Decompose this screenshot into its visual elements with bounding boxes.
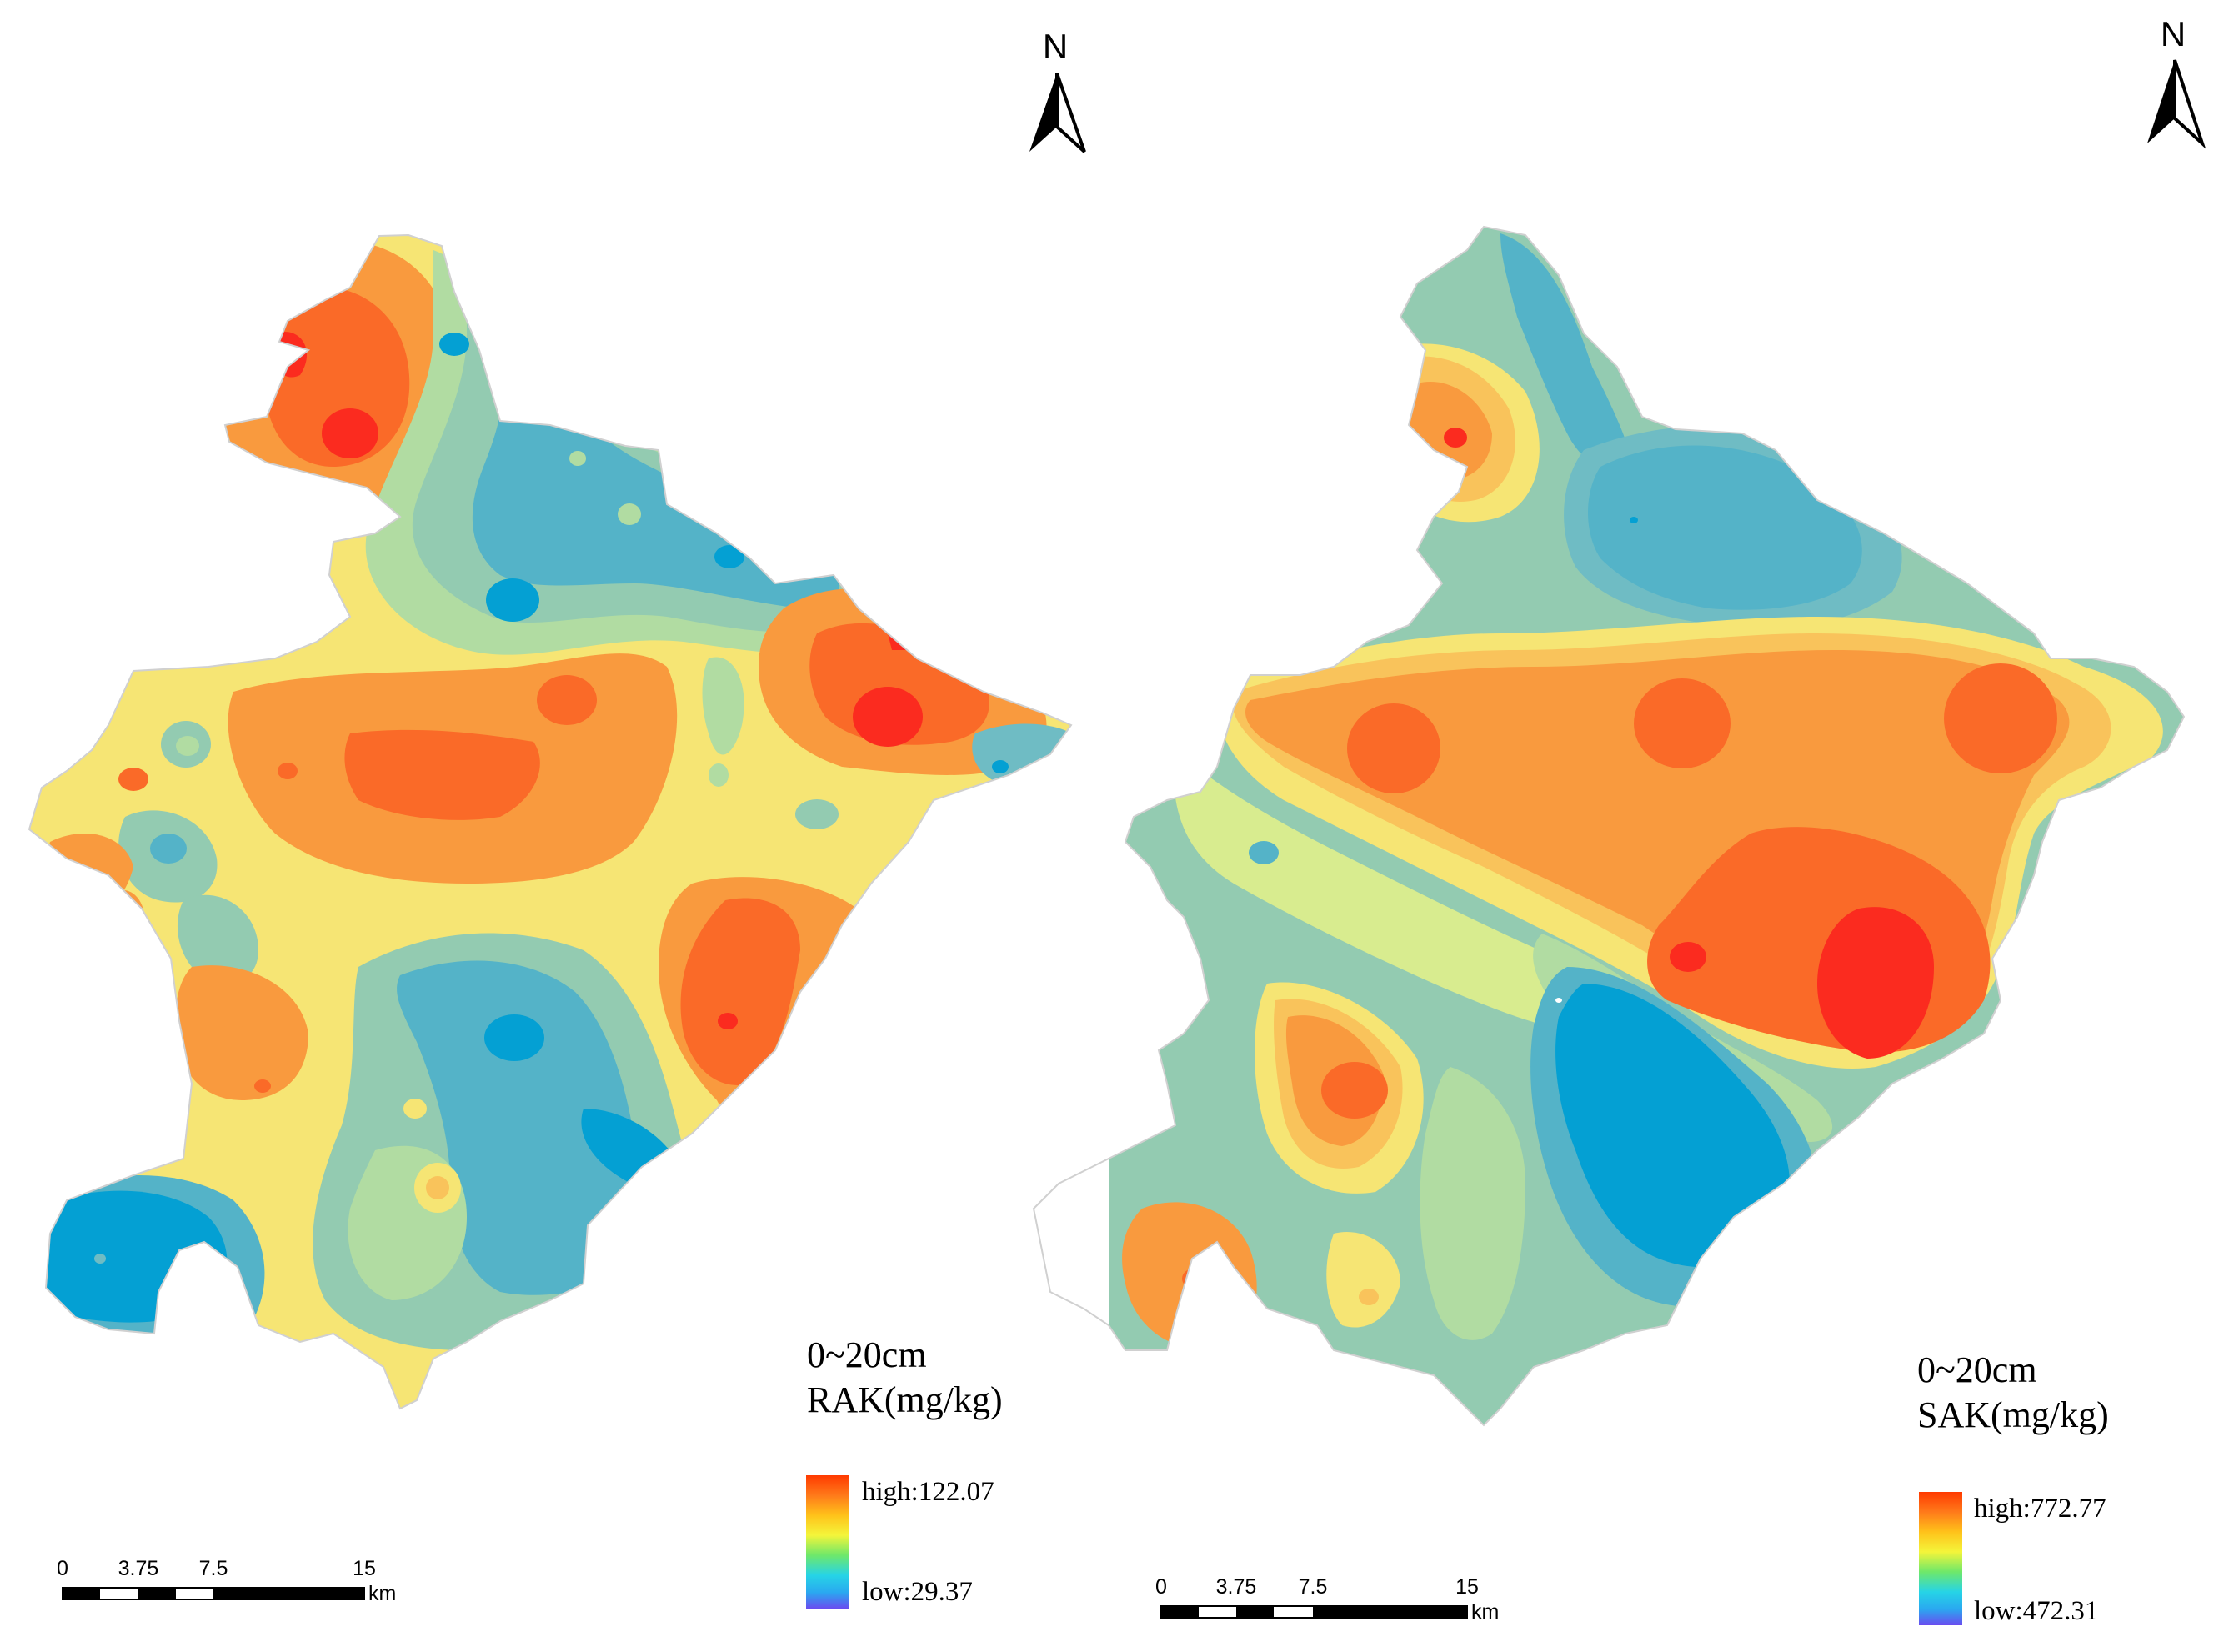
rak-color-ramp [806,1475,849,1609]
sak-variable-label: SAK(mg/kg) [1917,1394,2109,1435]
rak-surface [29,235,1071,1409]
rak-scale-tick-3: 15 [353,1557,376,1580]
rak-north-label: N [1043,27,1068,66]
sak-scale-tick-3: 15 [1455,1575,1479,1599]
sak-legend-low: low:472.31 [1974,1596,2098,1626]
sak-scale-tick-2: 7.5 [1299,1575,1328,1599]
sak-surface [1109,227,2184,1425]
rak-scale-bar: 0 3.75 7.5 15 km [57,1557,396,1605]
sak-color-ramp [1919,1492,1962,1625]
rak-north-arrow: N [1029,27,1086,153]
north-arrow-icon [2147,59,2206,149]
north-arrow-icon [1029,73,1086,153]
sak-scale-tick-1: 3.75 [1216,1575,1257,1599]
sak-map: N 0~20cm SAK(mg/kg) high:772.77 low:472.… [1032,14,2206,1626]
sak-scale-tick-0: 0 [1155,1575,1167,1599]
rak-scale-tick-1: 3.75 [118,1557,159,1580]
rak-map: N 0~20cm RAK(mg/kg) high:122.07 low:29.3… [28,27,1086,1609]
sak-boundary [1032,225,2186,1427]
rak-scale-unit: km [368,1582,396,1605]
sak-north-arrow: N [2147,14,2206,149]
rak-legend: high:122.07 low:29.37 [806,1475,994,1609]
sak-scale-unit: km [1471,1600,1499,1624]
sak-depth-label: 0~20cm [1917,1349,2037,1390]
rak-legend-low: low:29.37 [862,1577,973,1607]
rak-boundary [28,233,1073,1410]
rak-legend-high: high:122.07 [862,1477,994,1507]
rak-scale-tick-2: 7.5 [199,1557,228,1580]
sak-north-label: N [2161,14,2186,53]
rak-scale-tick-0: 0 [57,1557,68,1580]
rak-depth-label: 0~20cm [807,1334,927,1375]
sak-legend-high: high:772.77 [1974,1494,2106,1524]
sak-scale-bar: 0 3.75 7.5 15 km [1155,1575,1499,1624]
sak-legend: high:772.77 low:472.31 [1919,1492,2106,1626]
rak-variable-label: RAK(mg/kg) [807,1379,1003,1420]
